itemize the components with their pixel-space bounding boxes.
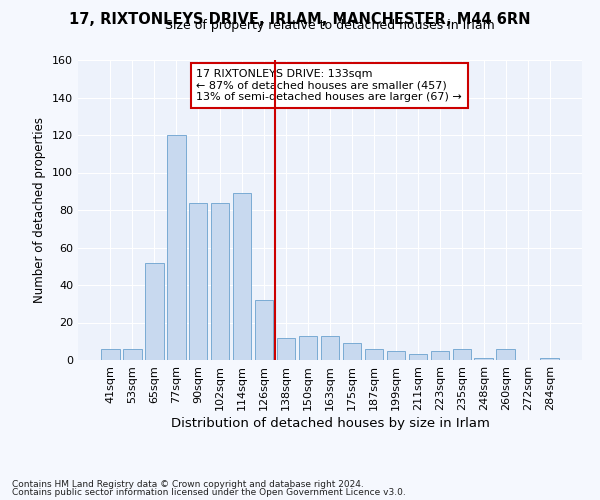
- Bar: [541, 358, 559, 360]
- Bar: [145, 262, 164, 360]
- Text: 17 RIXTONLEYS DRIVE: 133sqm
← 87% of detached houses are smaller (457)
13% of se: 17 RIXTONLEYS DRIVE: 133sqm ← 87% of det…: [196, 69, 462, 102]
- Bar: [496, 349, 515, 360]
- Bar: [409, 354, 427, 360]
- X-axis label: Distribution of detached houses by size in Irlam: Distribution of detached houses by size …: [170, 417, 490, 430]
- Bar: [320, 336, 340, 360]
- Bar: [255, 300, 274, 360]
- Bar: [101, 349, 119, 360]
- Bar: [167, 135, 185, 360]
- Bar: [277, 338, 295, 360]
- Text: 17, RIXTONLEYS DRIVE, IRLAM, MANCHESTER, M44 6RN: 17, RIXTONLEYS DRIVE, IRLAM, MANCHESTER,…: [69, 12, 531, 28]
- Text: Contains HM Land Registry data © Crown copyright and database right 2024.: Contains HM Land Registry data © Crown c…: [12, 480, 364, 489]
- Bar: [123, 349, 142, 360]
- Y-axis label: Number of detached properties: Number of detached properties: [34, 117, 46, 303]
- Bar: [452, 349, 471, 360]
- Bar: [343, 343, 361, 360]
- Bar: [299, 336, 317, 360]
- Bar: [386, 350, 405, 360]
- Text: Contains public sector information licensed under the Open Government Licence v3: Contains public sector information licen…: [12, 488, 406, 497]
- Bar: [431, 350, 449, 360]
- Bar: [189, 202, 208, 360]
- Bar: [475, 358, 493, 360]
- Title: Size of property relative to detached houses in Irlam: Size of property relative to detached ho…: [165, 20, 495, 32]
- Bar: [233, 193, 251, 360]
- Bar: [365, 349, 383, 360]
- Bar: [211, 202, 229, 360]
